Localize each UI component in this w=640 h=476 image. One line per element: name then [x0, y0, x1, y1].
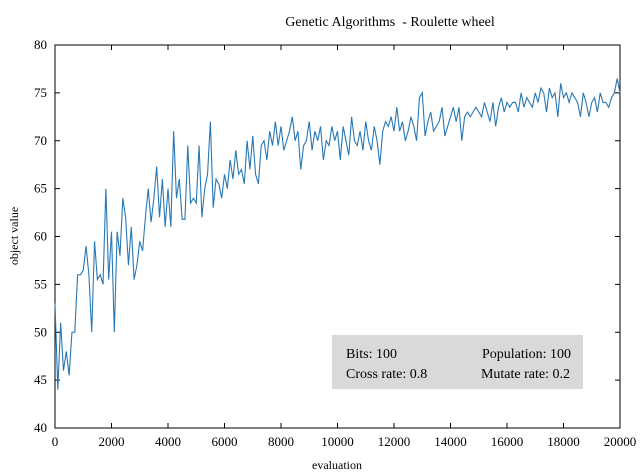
- x-tick-label: 20000: [604, 434, 637, 449]
- y-tick-label: 45: [34, 372, 47, 387]
- data-line: [54, 78, 621, 390]
- y-tick-label: 60: [34, 229, 47, 244]
- y-tick-label: 70: [34, 133, 47, 148]
- chart-title: Genetic Algorithms - Roulette wheel: [285, 15, 495, 30]
- x-tick-label: 10000: [321, 434, 354, 449]
- y-axis-label: object value: [7, 207, 21, 265]
- y-tick-label: 75: [34, 85, 47, 100]
- x-tick-label: 4000: [155, 434, 181, 449]
- y-tick-label: 65: [34, 181, 47, 196]
- annotation-box: [332, 335, 583, 389]
- x-axis-label: evaluation: [312, 458, 362, 472]
- y-tick-label: 50: [34, 324, 47, 339]
- x-tick-label: 12000: [378, 434, 411, 449]
- annotation-text: Cross rate: 0.8: [346, 367, 427, 382]
- x-tick-label: 0: [52, 434, 59, 449]
- y-tick-label: 40: [34, 420, 47, 435]
- x-tick-label: 16000: [491, 434, 524, 449]
- x-tick-label: 14000: [434, 434, 467, 449]
- annotation-text: Mutate rate: 0.2: [481, 367, 570, 382]
- y-tick-label: 80: [34, 37, 47, 52]
- annotation-text: Bits: 100: [346, 347, 397, 362]
- x-tick-label: 18000: [547, 434, 580, 449]
- x-tick-label: 2000: [99, 434, 125, 449]
- y-tick-label: 55: [34, 276, 47, 291]
- annotation-text: Population: 100: [482, 347, 571, 362]
- x-tick-label: 8000: [268, 434, 294, 449]
- x-tick-label: 6000: [212, 434, 238, 449]
